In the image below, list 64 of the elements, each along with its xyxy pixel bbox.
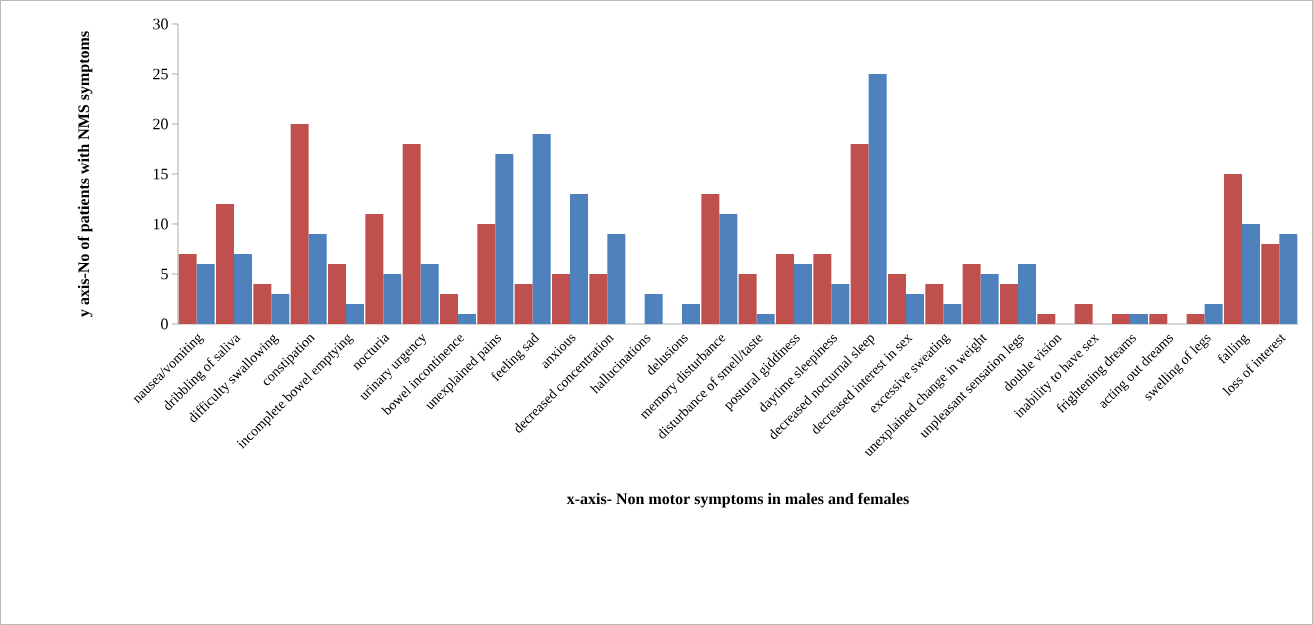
- bar: [1111, 314, 1130, 324]
- bar: [738, 274, 757, 324]
- bar: [1037, 314, 1056, 324]
- bar: [477, 224, 496, 324]
- y-tick-label: 30: [153, 18, 168, 30]
- bar: [196, 264, 215, 324]
- bar: [775, 254, 794, 324]
- bar: [589, 274, 608, 324]
- bar: [999, 284, 1018, 324]
- bar: [234, 254, 253, 324]
- bar: [1241, 224, 1260, 324]
- bar: [271, 294, 290, 324]
- bar: [216, 204, 234, 324]
- y-tick-label: 15: [153, 168, 168, 180]
- bar: [850, 144, 869, 324]
- bar: [290, 124, 309, 324]
- y-tick-label: 10: [153, 218, 168, 230]
- bar: [1204, 304, 1223, 324]
- bar: [402, 144, 421, 324]
- y-axis-title: y axis-No of patients with NMS symptoms: [77, 31, 93, 317]
- bar: [440, 294, 458, 324]
- bar: [420, 264, 439, 324]
- bar: [1149, 314, 1168, 324]
- bar: [719, 214, 738, 324]
- bar: [365, 214, 384, 324]
- bar: [943, 304, 962, 324]
- bar: [1017, 264, 1036, 324]
- bar: [701, 194, 720, 324]
- bar: [532, 134, 551, 324]
- bar: [514, 284, 533, 324]
- bar: [458, 314, 476, 324]
- bar: [1186, 314, 1205, 324]
- bar: [1261, 244, 1280, 324]
- bar: [328, 264, 346, 324]
- bar: [1223, 174, 1242, 324]
- bar: [346, 304, 364, 324]
- y-tick-label: 25: [153, 68, 168, 80]
- bar: [756, 314, 775, 324]
- bar: [607, 234, 626, 324]
- bar: [925, 284, 944, 324]
- y-tick-label: 5: [161, 268, 168, 280]
- bar: [1279, 234, 1298, 324]
- bar: [793, 264, 812, 324]
- bar: [495, 154, 514, 324]
- bar: [905, 294, 924, 324]
- bar: [1129, 314, 1148, 324]
- bar: [253, 284, 272, 324]
- bar: [887, 274, 906, 324]
- y-tick-label: 0: [161, 318, 168, 330]
- bar: [308, 234, 327, 324]
- bar: [178, 254, 197, 324]
- bar: [682, 304, 700, 324]
- bar: [813, 254, 832, 324]
- bar: [570, 194, 588, 324]
- bar: [980, 274, 999, 324]
- bar: [868, 74, 887, 324]
- x-axis-title: x-axis- Non motor symptoms in males and females: [566, 492, 909, 508]
- bar: [831, 284, 850, 324]
- bar: [552, 274, 570, 324]
- bar: [383, 274, 402, 324]
- bar: [644, 294, 663, 324]
- bar: [1074, 304, 1093, 324]
- y-tick-label: 20: [153, 118, 168, 130]
- bar: [962, 264, 981, 324]
